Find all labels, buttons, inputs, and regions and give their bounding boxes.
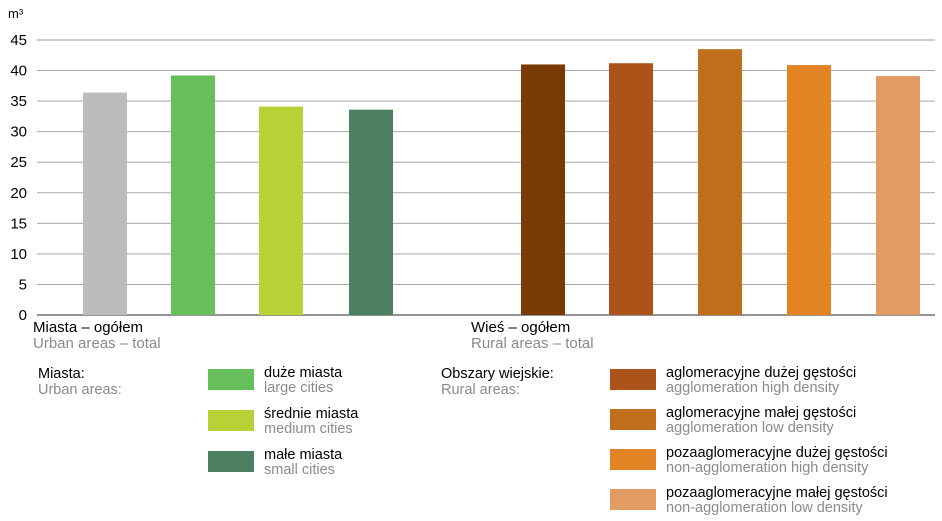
bar — [349, 109, 393, 316]
group-label-rural: Wieś – ogółem — [471, 319, 570, 336]
legend-swatch — [610, 489, 656, 510]
legend-swatch — [610, 409, 656, 430]
legend-title-rural: Obszary wiejskie: Rural areas: — [441, 366, 554, 398]
legend-label-pl: aglomeracyjne dużej gęstości — [666, 365, 857, 381]
legend-title-urban-en: Urban areas: — [38, 382, 122, 398]
legend-title-rural-en: Rural areas: — [441, 382, 520, 398]
legend-label-pl: duże miasta — [264, 365, 343, 381]
legend-swatch — [208, 369, 254, 390]
y-tick-label: 25 — [10, 154, 27, 171]
legend-label-en: large cities — [264, 380, 334, 396]
legend-title-urban: Miasta: Urban areas: — [38, 366, 122, 398]
legend-text: aglomeracyjne dużej gęstości agglomeratio… — [666, 366, 856, 396]
legend-label-pl: średnie miasta — [264, 406, 359, 422]
bars — [83, 49, 920, 316]
legend-text: aglomeracyjne małej gęstości agglomeratio… — [666, 406, 856, 436]
y-axis-ticks: 0 5 10 15 20 25 30 35 40 45 — [10, 32, 27, 324]
legend-label-en: agglomeration high density — [666, 380, 840, 396]
legend-label-en: non-agglomeration low density — [666, 500, 863, 516]
legend-swatch — [208, 410, 254, 431]
legend-label-en: small cities — [264, 462, 335, 478]
y-tick-label: 40 — [10, 63, 27, 80]
legend-text: średnie miasta medium cities — [264, 407, 358, 437]
y-tick-label: 35 — [10, 93, 27, 110]
y-tick-label: 5 — [19, 276, 27, 293]
y-tick-label: 15 — [10, 215, 27, 232]
legend-swatch — [610, 369, 656, 390]
group-label-urban: Miasta – ogółem — [33, 319, 143, 336]
legend-label-pl: małe miasta — [264, 447, 343, 463]
legend-text: duże miasta large cities — [264, 366, 342, 396]
bar — [698, 49, 742, 316]
legend-label-en: non-agglomeration high density — [666, 460, 869, 476]
legend-title-urban-pl: Miasta: — [38, 366, 85, 382]
legend-label-en: medium cities — [264, 421, 353, 437]
bar-chart: 0 5 10 15 20 25 30 35 40 45 m³ Miasta – ogółem Ur… — [8, 6, 935, 352]
legend-label-en: agglomeration low density — [666, 420, 834, 436]
y-tick-label: 20 — [10, 185, 27, 202]
bar — [259, 106, 303, 315]
legend-label-pl: aglomeracyjne małej gęstości — [666, 405, 857, 421]
group-sublabel-rural: Rural areas – total — [471, 335, 594, 352]
legend-text: pozaaglomeracyjne małej gęstości non-aggl… — [666, 486, 888, 516]
bar — [171, 75, 215, 315]
y-tick-label: 0 — [19, 307, 27, 324]
legend-text: pozaaglomeracyjne dużej gęstości non-aggl… — [666, 446, 888, 476]
y-tick-label: 45 — [10, 32, 27, 49]
legend-swatch — [610, 449, 656, 470]
y-tick-label: 30 — [10, 124, 27, 141]
bar — [876, 76, 920, 315]
group-sublabel-urban: Urban areas – total — [33, 335, 161, 352]
legend-label-pl: pozaaglomeracyjne dużej gęstości — [666, 445, 888, 461]
bar — [787, 65, 831, 315]
legend-text: małe miasta small cities — [264, 448, 342, 478]
bar — [83, 92, 127, 315]
bar — [521, 64, 565, 315]
legend-swatch — [208, 451, 254, 472]
y-tick-label: 10 — [10, 246, 27, 263]
y-unit-label: m³ — [8, 6, 24, 21]
legend-label-pl: pozaaglomeracyjne małej gęstości — [666, 485, 888, 501]
bar — [609, 63, 653, 315]
legend-title-rural-pl: Obszary wiejskie: — [441, 366, 554, 382]
